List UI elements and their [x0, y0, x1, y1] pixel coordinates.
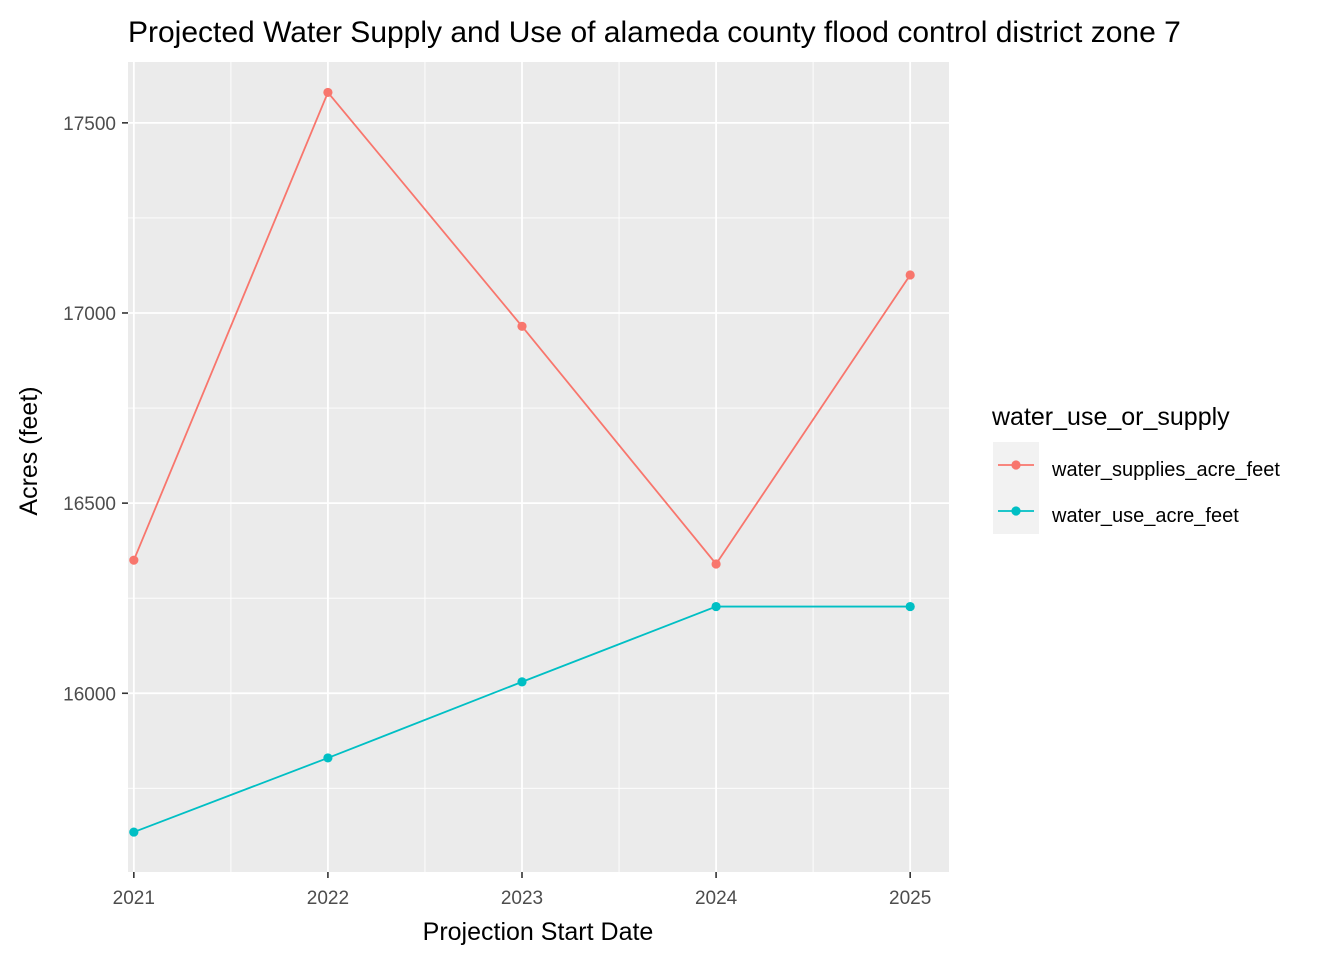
x-tick-labels: 2021 2022 2023 2024 2025 — [113, 888, 932, 909]
data-point — [517, 677, 527, 687]
data-point — [129, 555, 139, 565]
minor-gridlines — [128, 62, 949, 872]
data-point — [323, 753, 333, 763]
data-point — [905, 601, 915, 612]
legend: water_use_or_supply water_supplies_acre_… — [991, 403, 1280, 534]
data-point — [905, 270, 915, 280]
y-tick-labels: 16000 16500 17000 17500 — [63, 114, 116, 705]
x-tick-label: 2024 — [695, 888, 738, 909]
legend-swatch-point — [1011, 506, 1021, 516]
y-tick-label: 17000 — [63, 304, 116, 325]
x-tick-label: 2025 — [889, 888, 931, 909]
y-axis-title: Acres (feet) — [15, 386, 43, 515]
axis-ticks — [122, 122, 911, 878]
chart-title: Projected Water Supply and Use of alamed… — [128, 16, 1181, 49]
y-tick-label: 17500 — [63, 114, 116, 135]
data-point — [129, 827, 139, 837]
data-point — [517, 321, 527, 331]
x-tick-label: 2023 — [501, 888, 543, 909]
y-tick-label: 16500 — [63, 494, 116, 515]
legend-swatches — [998, 460, 1034, 516]
legend-title: water_use_or_supply — [991, 403, 1230, 431]
plot-panel — [128, 62, 949, 872]
legend-label-use: water_use_acre_feet — [1051, 505, 1239, 527]
data-point — [711, 601, 721, 612]
series-layer — [129, 87, 915, 837]
x-tick-label: 2022 — [307, 888, 349, 909]
major-gridlines — [128, 62, 949, 872]
data-point — [711, 559, 721, 569]
data-point — [323, 87, 333, 98]
x-tick-label: 2021 — [113, 888, 155, 909]
legend-label-supplies: water_supplies_acre_feet — [1051, 459, 1280, 481]
y-tick-label: 16000 — [63, 684, 116, 705]
x-axis-title: Projection Start Date — [423, 918, 654, 946]
legend-swatch-point — [1011, 460, 1021, 470]
